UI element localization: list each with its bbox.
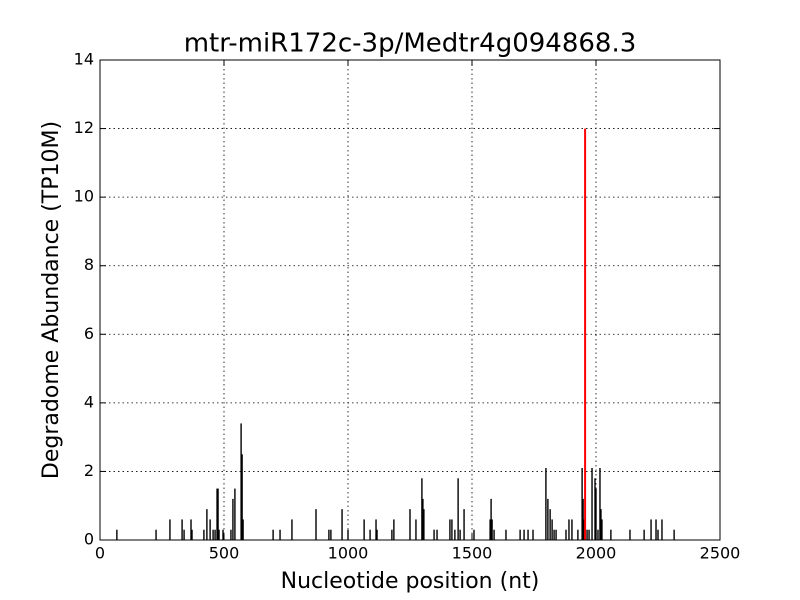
y-tick-label: 4 (84, 392, 94, 411)
x-axis-label: Nucleotide position (nt) (281, 569, 540, 594)
x-tick-label: 0 (95, 544, 105, 563)
y-tick-label: 2 (84, 461, 94, 480)
x-tick-label: 1000 (328, 544, 369, 563)
x-tick-label: 2500 (700, 544, 741, 563)
x-tick-label: 500 (209, 544, 240, 563)
plot-area (99, 59, 721, 541)
y-tick-label: 10 (74, 187, 94, 206)
y-axis-label: Degradome Abundance (TP10M) (39, 121, 64, 479)
y-tick-label: 12 (74, 118, 94, 137)
y-tick-label: 14 (74, 50, 94, 69)
chart-title: mtr-miR172c-3p/Medtr4g094868.3 (184, 29, 637, 59)
plot-frame (99, 59, 721, 541)
y-tick-label: 0 (84, 530, 94, 549)
x-tick-label: 2000 (576, 544, 617, 563)
y-tick-label: 6 (84, 324, 94, 343)
x-tick-label: 1500 (452, 544, 493, 563)
y-tick-label: 8 (84, 255, 94, 274)
